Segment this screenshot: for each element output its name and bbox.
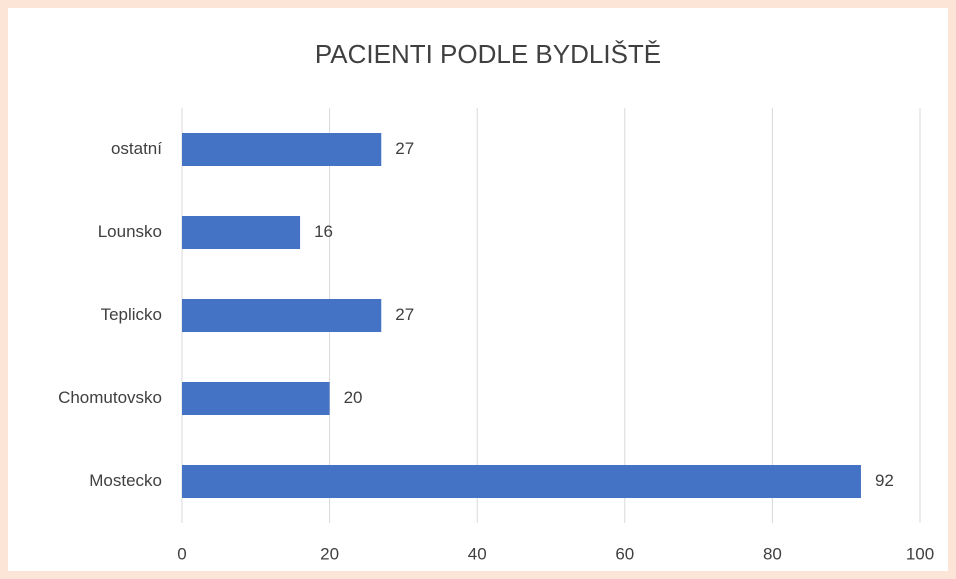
data-label: 27 <box>395 139 414 158</box>
x-tick-label: 60 <box>615 544 634 563</box>
y-tick-label: Chomutovsko <box>58 388 162 407</box>
y-tick-label: ostatní <box>111 139 162 158</box>
y-tick-label: Teplicko <box>101 305 162 324</box>
data-label: 20 <box>344 388 363 407</box>
bar <box>182 382 330 415</box>
bar <box>182 465 861 498</box>
data-label: 27 <box>395 305 414 324</box>
x-tick-label: 100 <box>906 544 934 563</box>
chart-title: PACIENTI PODLE BYDLIŠTĚ <box>315 39 661 69</box>
x-tick-label: 80 <box>763 544 782 563</box>
bar <box>182 216 301 249</box>
x-tick-label: 0 <box>177 544 186 563</box>
x-tick-label: 40 <box>468 544 487 563</box>
data-label: 92 <box>875 471 894 490</box>
y-tick-label: Lounsko <box>98 222 162 241</box>
data-label: 16 <box>314 222 333 241</box>
y-tick-label: Mostecko <box>89 471 162 490</box>
x-tick-label: 20 <box>320 544 339 563</box>
bar <box>182 133 382 166</box>
bar <box>182 299 382 332</box>
